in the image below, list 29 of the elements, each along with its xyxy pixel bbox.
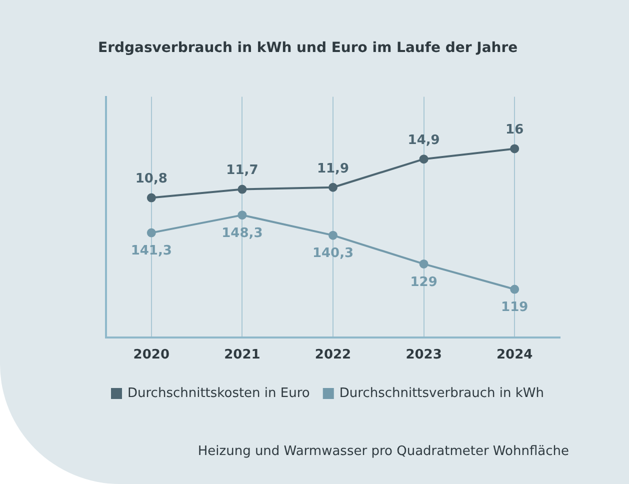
- point: [238, 184, 247, 194]
- chart-title: Erdgasverbrauch in kWh und Euro im Laufe der Jahre: [98, 40, 518, 56]
- data-label: 16: [506, 122, 524, 138]
- point: [238, 210, 247, 220]
- x-tick-label: 2022: [314, 348, 352, 363]
- data-label: 10,8: [135, 172, 168, 187]
- x-tick-label: 2020: [133, 348, 170, 363]
- x-tick-label: 2023: [406, 348, 442, 363]
- data-label: 129: [410, 274, 438, 290]
- data-label: 140,3: [312, 246, 354, 262]
- data-label: 11,7: [226, 163, 258, 178]
- point: [419, 154, 428, 164]
- text: Heizung und Warmwasser pro Quadratmeter Wohnfläche: [198, 444, 569, 459]
- legend-label: Durchschnittskosten in Euro: [128, 386, 310, 401]
- legend-label: Durchschnittsverbrauch in kWh: [339, 386, 544, 401]
- data-label: 119: [501, 300, 528, 316]
- x-tick-label: 2021: [224, 348, 260, 363]
- data-label: 11,9: [316, 161, 350, 176]
- point: [419, 259, 428, 268]
- data-label: 14,9: [408, 132, 440, 148]
- point: [146, 193, 156, 202]
- point: [328, 182, 338, 192]
- point: [510, 284, 520, 294]
- x-tick-label: 2024: [496, 348, 533, 363]
- data-label: 148,3: [222, 226, 263, 241]
- data-label: 141,3: [130, 244, 172, 259]
- point: [510, 144, 520, 154]
- point: [328, 230, 338, 240]
- point: [146, 228, 156, 238]
